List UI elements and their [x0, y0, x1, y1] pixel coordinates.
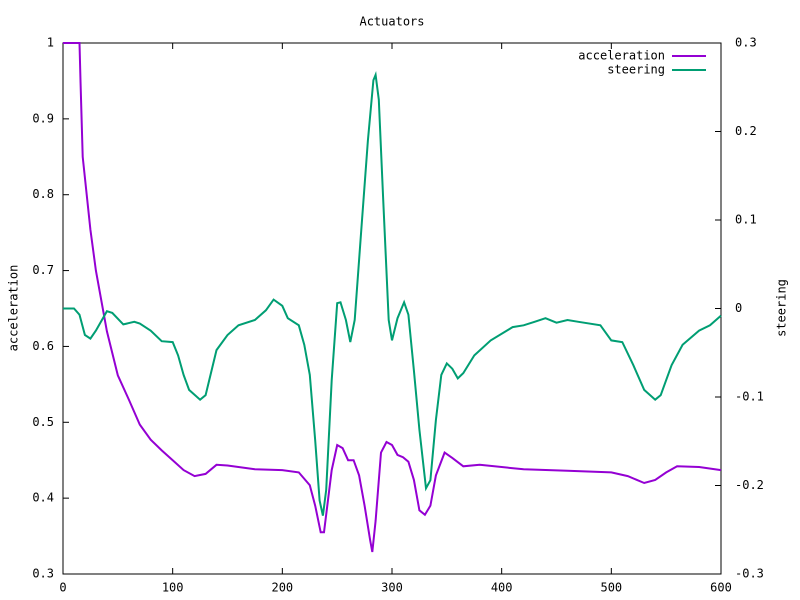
y-tick-label: 0.9	[32, 111, 54, 125]
x-tick-label: 100	[162, 581, 184, 595]
y2-tick-label: 0.3	[735, 36, 757, 50]
chart-title: Actuators	[359, 15, 424, 29]
y-tick-label: 0.5	[32, 415, 54, 429]
y-tick-label: 0.6	[32, 339, 54, 353]
y2-tick-label: 0.2	[735, 124, 757, 138]
y-tick-label: 1	[47, 36, 54, 50]
x-tick-label: 600	[710, 581, 732, 595]
y2-tick-label: -0.2	[735, 478, 764, 492]
y2-tick-label: -0.1	[735, 390, 764, 404]
x-tick-label: 500	[600, 581, 622, 595]
y-tick-label: 0.4	[32, 491, 54, 505]
y2-tick-label: 0	[735, 301, 742, 315]
y2-tick-label: -0.3	[735, 567, 764, 581]
legend-label: steering	[607, 63, 665, 77]
data-line	[63, 42, 722, 553]
x-tick-label: 400	[491, 581, 513, 595]
data-line	[63, 71, 722, 516]
x-tick-label: 0	[59, 581, 66, 595]
legend-label: acceleration	[578, 49, 665, 63]
y-axis-label: acceleration	[7, 265, 21, 352]
y-tick-label: 0.3	[32, 567, 54, 581]
y-tick-label: 0.7	[32, 263, 54, 277]
y2-tick-label: 0.1	[735, 213, 757, 227]
plot-border	[62, 42, 722, 575]
x-tick-label: 200	[271, 581, 293, 595]
y-tick-label: 0.8	[32, 187, 54, 201]
x-tick-label: 300	[381, 581, 403, 595]
y2-axis-label: steering	[775, 279, 789, 337]
